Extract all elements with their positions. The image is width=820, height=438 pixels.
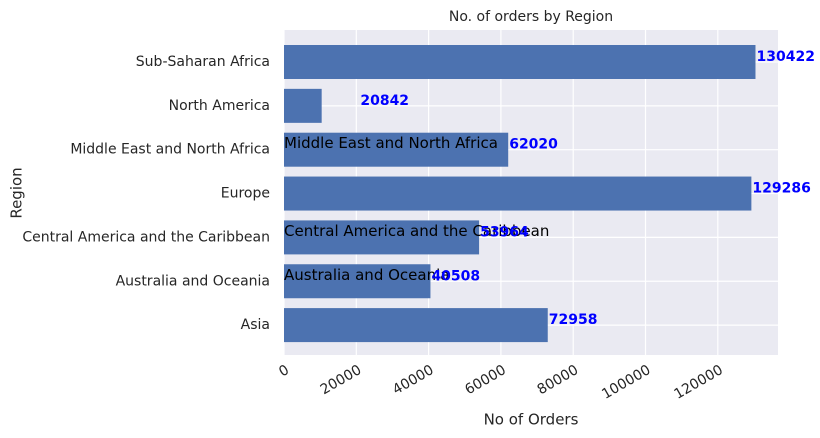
x-tick-label: 0	[276, 362, 292, 380]
y-axis-label: Region	[8, 167, 26, 218]
y-tick-label: Europe	[221, 186, 270, 202]
x-tick-label: 100000	[599, 362, 653, 403]
annotation: Middle East and North Africa	[284, 134, 498, 152]
y-tick-label: North America	[169, 98, 270, 114]
x-tick-label: 20000	[318, 362, 365, 398]
bar	[284, 132, 509, 167]
value-label: 62020	[509, 137, 558, 153]
y-tick-label: Sub-Saharan Africa	[136, 54, 270, 70]
x-axis-label: No of Orders	[484, 411, 579, 429]
value-label: 20842	[360, 93, 409, 109]
y-tick-label: Middle East and North Africa	[70, 142, 270, 158]
chart-title: No. of orders by Region	[449, 9, 613, 25]
value-label: 53964	[480, 224, 529, 240]
y-tick-label: Australia and Oceania	[116, 273, 270, 289]
x-tick-label: 40000	[390, 362, 437, 398]
x-tick-label: 60000	[462, 362, 509, 398]
y-tick-label: Asia	[241, 317, 270, 333]
value-label: 40508	[431, 268, 480, 284]
x-tick-label: 80000	[535, 362, 582, 398]
annotation: Central America and the Caribbean	[284, 222, 549, 240]
x-tick-label: 120000	[672, 362, 726, 403]
value-label: 130422	[756, 49, 814, 65]
bar	[284, 88, 322, 123]
bar	[284, 264, 431, 299]
bar	[284, 176, 752, 211]
y-tick-label: Central America and the Caribbean	[22, 229, 270, 245]
bar	[284, 308, 548, 343]
value-label: 72958	[549, 312, 598, 328]
annotation: Australia and Oceania	[284, 266, 449, 284]
bar	[284, 45, 756, 79]
value-label: 129286	[752, 181, 810, 197]
bar	[284, 220, 480, 255]
